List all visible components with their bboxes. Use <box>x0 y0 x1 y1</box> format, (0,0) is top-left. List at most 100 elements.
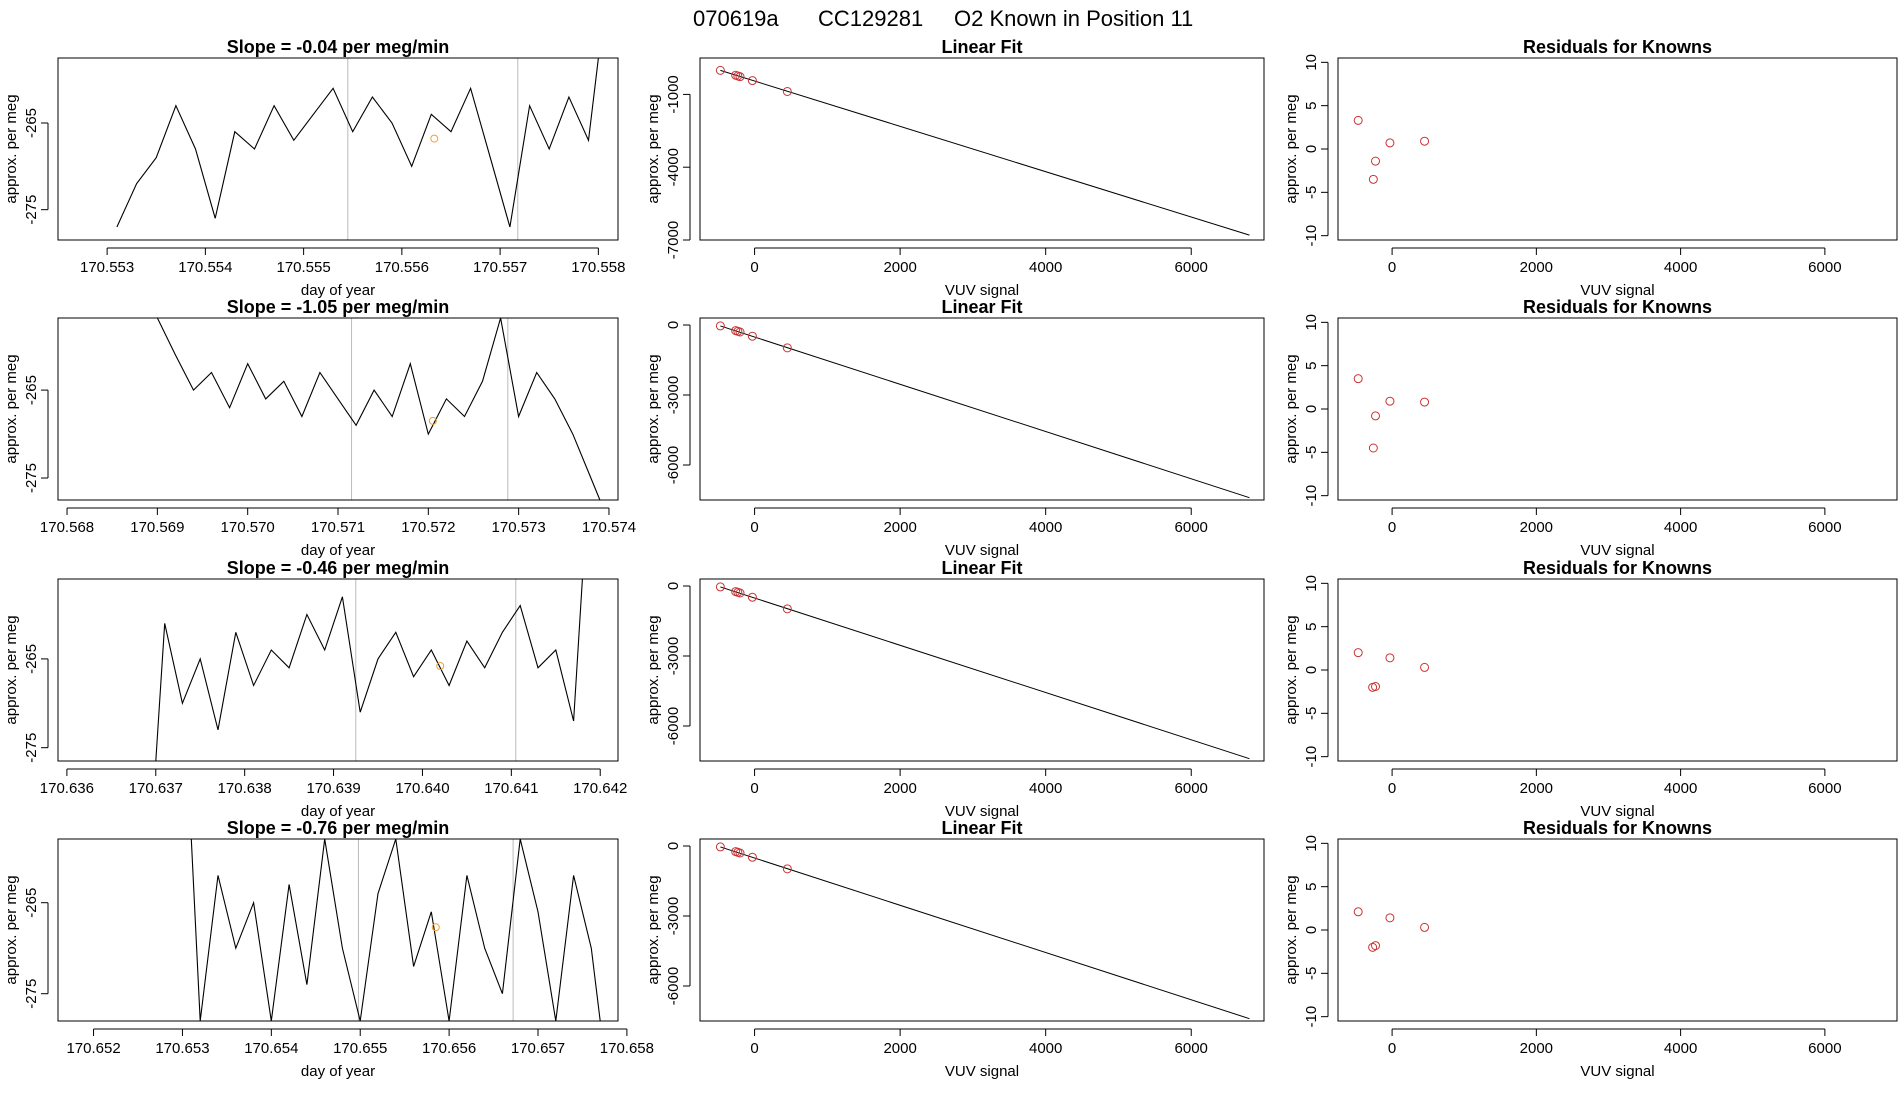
x-tick-label: 6000 <box>1808 780 1841 797</box>
x-tick-label: 170.641 <box>484 780 538 797</box>
x-tick-label: 170.637 <box>129 780 183 797</box>
x-axis-label: day of year <box>301 542 375 559</box>
series-line <box>190 839 601 1021</box>
x-tick-label: 170.640 <box>395 780 449 797</box>
plot-frame <box>699 57 1265 241</box>
x-tick-label: 0 <box>1388 780 1396 797</box>
plot-area <box>1353 907 1430 952</box>
fit-panel-4: Linear Fit VUV signal approx. per meg 0 2000… <box>645 818 1265 1080</box>
x-tick-label: 0 <box>750 259 758 276</box>
plot-area <box>715 321 1250 499</box>
x-tick-label: 2000 <box>1520 259 1553 276</box>
residual-point <box>1371 156 1381 166</box>
x-tick-label: 170.556 <box>375 259 429 276</box>
plot-frame <box>57 317 619 501</box>
x-tick-label: 4000 <box>1029 259 1062 276</box>
plot-area <box>715 842 1250 1020</box>
x-tick-label: 170.653 <box>155 1040 209 1057</box>
y-tick-label: 5 <box>1303 882 1320 890</box>
panel-title: Slope = -0.04 per meg/min <box>227 37 450 57</box>
x-tick-label: 6000 <box>1175 519 1208 536</box>
residual-point <box>1368 942 1378 952</box>
y-tick-label: -275 <box>23 463 40 493</box>
residual-point <box>1371 411 1381 421</box>
x-tick-label: 4000 <box>1664 1040 1697 1057</box>
y-tick-label: 0 <box>1303 405 1320 413</box>
x-tick-label: 6000 <box>1175 1040 1208 1057</box>
fit-point <box>747 331 757 341</box>
y-axis-label: approx. per meg <box>3 615 20 724</box>
fit-line <box>720 325 1250 499</box>
x-tick-label: 170.642 <box>573 780 627 797</box>
x-tick-label: 0 <box>1388 519 1396 536</box>
plot-area <box>1353 374 1430 453</box>
y-tick-label: 10 <box>1303 835 1320 852</box>
y-tick-label: -7000 <box>665 221 682 259</box>
y-axis-label: approx. per meg <box>1283 354 1300 463</box>
x-tick-label: 170.657 <box>511 1040 565 1057</box>
residual-point <box>1420 662 1430 672</box>
fit-point <box>735 848 745 858</box>
fit-point <box>782 604 792 614</box>
x-tick-label: 0 <box>1388 259 1396 276</box>
x-tick-label: 6000 <box>1808 259 1841 276</box>
highlight-point <box>436 662 445 671</box>
y-tick-label: 5 <box>1303 622 1320 630</box>
y-tick-label: -265 <box>23 108 40 138</box>
x-tick-label: 4000 <box>1664 259 1697 276</box>
x-tick-label: 170.569 <box>130 519 184 536</box>
panel-title: Linear Fit <box>941 558 1022 578</box>
y-axis-label: approx. per meg <box>645 354 662 463</box>
x-tick-label: 170.655 <box>333 1040 387 1057</box>
plot-frame <box>1337 838 1898 1022</box>
panel-title: Residuals for Knowns <box>1523 818 1712 838</box>
x-tick-label: 170.639 <box>306 780 360 797</box>
x-tick-label: 4000 <box>1029 1040 1062 1057</box>
y-tick-label: -4000 <box>665 148 682 186</box>
y-axis-label: approx. per meg <box>3 875 20 984</box>
y-tick-label: -5 <box>1303 446 1320 459</box>
panel-title: Residuals for Knowns <box>1523 558 1712 578</box>
x-axis-label: day of year <box>301 803 375 820</box>
panel-title: Slope = -0.46 per meg/min <box>227 558 450 578</box>
x-tick-label: 2000 <box>883 1040 916 1057</box>
x-tick-label: 0 <box>750 519 758 536</box>
x-tick-label: 2000 <box>883 780 916 797</box>
y-axis-label: approx. per meg <box>3 94 20 203</box>
y-tick-label: -275 <box>23 733 40 763</box>
y-tick-label: 10 <box>1303 575 1320 592</box>
x-tick-label: 170.570 <box>221 519 275 536</box>
x-tick-label: 170.573 <box>492 519 546 536</box>
fit-point <box>747 592 757 602</box>
x-tick-label: 170.571 <box>311 519 365 536</box>
y-axis-label: approx. per meg <box>1283 615 1300 724</box>
x-axis-label: VUV signal <box>1580 803 1654 820</box>
y-axis-label: approx. per meg <box>645 94 662 203</box>
series-line <box>156 318 601 500</box>
fit-point <box>782 864 792 874</box>
figure-title-id: CC129281 <box>818 6 923 31</box>
y-tick-label: -5 <box>1303 186 1320 199</box>
y-tick-label: -10 <box>1303 1006 1320 1028</box>
fit-line <box>720 846 1250 1020</box>
y-tick-label: -10 <box>1303 225 1320 247</box>
fit-line <box>720 586 1250 760</box>
fit-panel-2: Linear Fit VUV signal approx. per meg 0 2000… <box>645 297 1265 559</box>
residual-point <box>1353 374 1363 384</box>
highlight-point <box>431 923 440 932</box>
y-tick-label: 0 <box>665 842 682 850</box>
y-axis-label: approx. per meg <box>1283 94 1300 203</box>
y-tick-label: -5 <box>1303 967 1320 980</box>
y-tick-label: -1000 <box>665 75 682 113</box>
series-line <box>116 58 599 228</box>
y-tick-label: -275 <box>23 979 40 1009</box>
y-tick-label: -6000 <box>665 446 682 484</box>
x-tick-label: 170.652 <box>66 1040 120 1057</box>
x-tick-label: 170.654 <box>244 1040 298 1057</box>
x-tick-label: 170.568 <box>40 519 94 536</box>
y-tick-label: 0 <box>1303 145 1320 153</box>
x-tick-label: 170.555 <box>276 259 330 276</box>
residual-point <box>1368 174 1378 184</box>
y-tick-label: -6000 <box>665 707 682 745</box>
